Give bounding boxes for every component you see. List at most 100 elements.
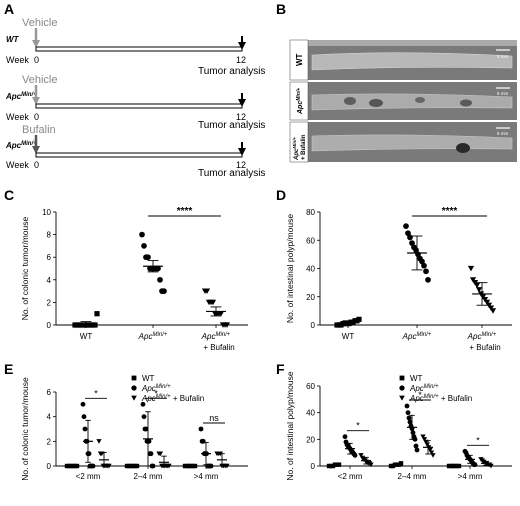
data-point [139,231,145,238]
data-point [420,434,426,440]
y-tick-label: 0 [47,321,52,330]
data-point [406,415,412,421]
x-tick-label: WT [80,332,93,341]
data-point [145,254,151,261]
legend-marker [399,375,405,381]
colon-tissue [311,52,513,71]
end-arrowhead-icon [238,42,246,50]
x-tick-label: 2–4 mm [398,472,427,481]
panel-letter-a: A [4,1,14,17]
x-tick-label: ApcMin/+ [402,332,432,341]
data-point [481,296,489,303]
data-point [471,280,479,286]
polyp [369,99,383,107]
data-point [475,287,483,293]
significance-label: ns [209,413,219,423]
polyp [456,143,470,153]
y-tick-label: 40 [306,409,315,418]
panel-letter-e: E [4,361,13,377]
week-start: 0 [34,160,39,170]
data-point [407,234,413,241]
week-label: Week [6,112,29,122]
data-point [483,299,491,306]
week-end: 12 [236,55,246,65]
tumor-analysis-label: Tumor analysis [198,120,265,131]
legend-label: WT [410,374,423,383]
colon-photo-bufalin: ApcMin/+ + Bufalin 5 mm [289,121,517,163]
data-point [479,294,487,300]
data-point [143,426,149,432]
data-point [157,276,163,283]
data-point [106,463,112,469]
timeline-bar [35,152,243,158]
data-point [428,450,435,456]
data-point [208,463,214,469]
legend-marker [131,395,137,401]
y-tick-label: 6 [47,388,52,397]
data-point [414,447,420,453]
significance-label: * [476,435,480,445]
colon-tissue [311,93,513,111]
data-point [469,277,477,283]
data-point [485,302,493,309]
timeline-row-3: Bufalin ApcMin/+ Week 0 12 Tumor analysi… [5,124,265,179]
data-point [96,439,102,444]
y-axis-label: No. of colonic tumor/mouse [20,377,30,481]
data-point [412,436,418,442]
legend-marker [399,395,405,401]
data-point [467,265,475,272]
y-axis-label: No. of intestinal polyp/mouse [285,214,295,323]
photo-label-line2: + Bufalin [301,134,307,160]
treatment-label: Bufalin [22,124,56,136]
data-point [86,451,92,457]
data-point [203,288,211,294]
x-tick-label: >4 mm [458,472,483,481]
legend-label: ApcMin/+ + Bufalin [141,394,204,403]
y-tick-label: 0 [311,462,316,471]
scale-bar-label: 5 mm [497,91,509,96]
data-point [421,262,427,269]
data-point [200,438,206,444]
photo-label: ApcMin/+ [292,137,300,161]
genotype-label: ApcMin/+ [5,92,37,101]
label-strip [289,121,309,163]
data-point [92,322,98,328]
data-point [409,240,415,246]
tumor-analysis-label: Tumor analysis [198,168,265,179]
data-point [430,453,436,458]
legend-marker [131,385,137,391]
panel-b: B WT 5 mm ApcMin/+ 5 mm [276,1,517,163]
data-point [161,288,167,294]
data-point [419,258,425,265]
y-tick-label: 0 [47,462,52,471]
data-point [141,414,147,420]
data-point [398,461,404,466]
ruler-strip [290,40,517,46]
data-point [488,463,494,469]
y-tick-label: 8 [47,231,52,240]
x-tick-label: ApcMin/+ [138,332,168,341]
photo-label: WT [295,53,304,66]
x-tick-label: WT [342,332,355,341]
data-point [487,305,495,311]
y-axis-label: No. of colonic tumor/mouse [20,217,30,321]
scale-bar-label: 5 mm [497,131,509,136]
week-end: 12 [236,160,246,170]
photo-label: ApcMin/+ [296,88,304,115]
polyp [415,97,425,103]
legend-marker [131,375,137,381]
y-tick-label: 2 [47,437,52,446]
timeline-row-2: Vehicle ApcMin/+ Week 0 12 Tumor analysi… [5,74,265,131]
x-tick-label: >4 mm [194,472,219,481]
data-point [155,265,161,272]
legend-marker [399,385,405,391]
significance-label: * [154,388,158,398]
start-arrowhead-icon [32,40,40,48]
data-point [148,451,154,457]
chart-f: 0 20 40 60 No. of intestinal polyp/mouse <2 m… [285,371,512,481]
chart-d: 0 20 40 60 80 No. of intestinal polyp/mouse WT… [285,206,512,352]
week-start: 0 [34,55,39,65]
data-point [80,401,86,407]
panel-letter-c: C [4,187,14,203]
